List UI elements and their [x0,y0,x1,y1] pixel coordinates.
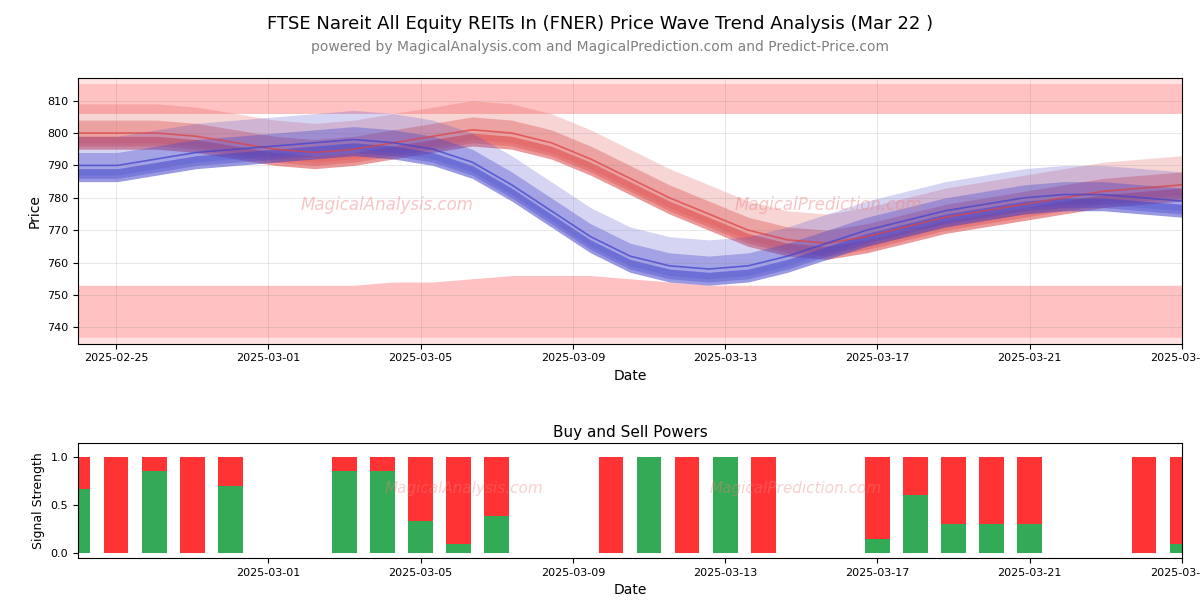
Bar [332,457,356,472]
Bar [713,457,738,553]
Bar [1018,457,1042,524]
Bar [66,489,90,553]
Y-axis label: Signal Strength: Signal Strength [32,452,46,548]
Text: MagicalPrediction.com: MagicalPrediction.com [734,196,923,214]
Bar [408,521,433,553]
Bar [865,539,890,553]
Bar [1170,457,1194,544]
Bar [674,457,700,553]
Bar [370,457,395,472]
Bar [599,457,623,553]
Text: powered by MagicalAnalysis.com and MagicalPrediction.com and Predict-Price.com: powered by MagicalAnalysis.com and Magic… [311,40,889,54]
Bar [142,472,167,553]
Bar [218,457,242,486]
Bar [446,544,472,553]
Bar [1018,524,1042,553]
Title: Buy and Sell Powers: Buy and Sell Powers [553,425,707,440]
Bar [941,524,966,553]
Text: MagicalAnalysis.com: MagicalAnalysis.com [301,196,474,214]
Bar [66,457,90,489]
Bar [979,457,1004,524]
Y-axis label: Price: Price [28,194,42,227]
Bar [904,496,928,553]
Bar [485,515,509,553]
Bar [103,457,128,553]
X-axis label: Date: Date [613,369,647,383]
Bar [180,457,204,553]
Text: FTSE Nareit All Equity REITs In (FNER) Price Wave Trend Analysis (Mar 22 ): FTSE Nareit All Equity REITs In (FNER) P… [266,15,934,33]
Bar [485,457,509,515]
Bar [370,472,395,553]
Bar [446,457,472,544]
Bar [751,457,775,553]
Bar [865,457,890,539]
Bar [218,486,242,553]
Bar [904,457,928,496]
Bar [1170,544,1194,553]
Bar [979,524,1004,553]
Bar [142,457,167,472]
Bar [1132,457,1157,553]
X-axis label: Date: Date [613,583,647,597]
Text: MagicalAnalysis.com: MagicalAnalysis.com [385,481,544,496]
Text: MagicalPrediction.com: MagicalPrediction.com [709,481,882,496]
Bar [332,472,356,553]
Bar [637,457,661,553]
Bar [941,457,966,524]
Bar [408,457,433,521]
